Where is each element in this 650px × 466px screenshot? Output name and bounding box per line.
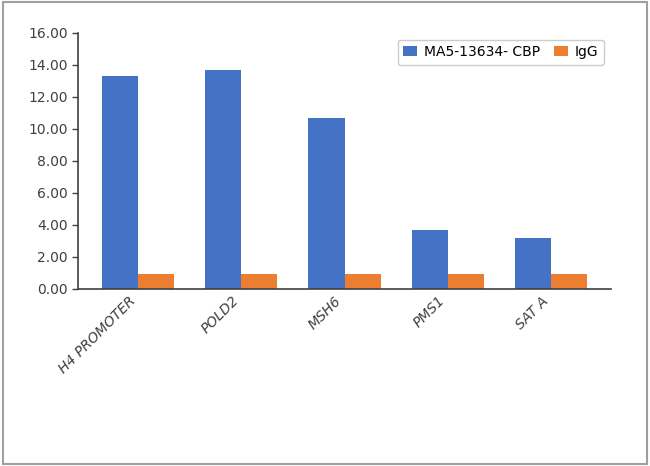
Bar [102,76,138,289]
Bar [205,70,241,289]
Bar [138,274,174,289]
Bar [308,118,344,289]
Bar [241,274,278,289]
Bar [411,231,448,289]
Bar [344,274,381,289]
Bar [551,274,587,289]
Bar [515,239,551,289]
Legend: MA5-13634- CBP, IgG: MA5-13634- CBP, IgG [398,40,604,65]
Bar [448,274,484,289]
